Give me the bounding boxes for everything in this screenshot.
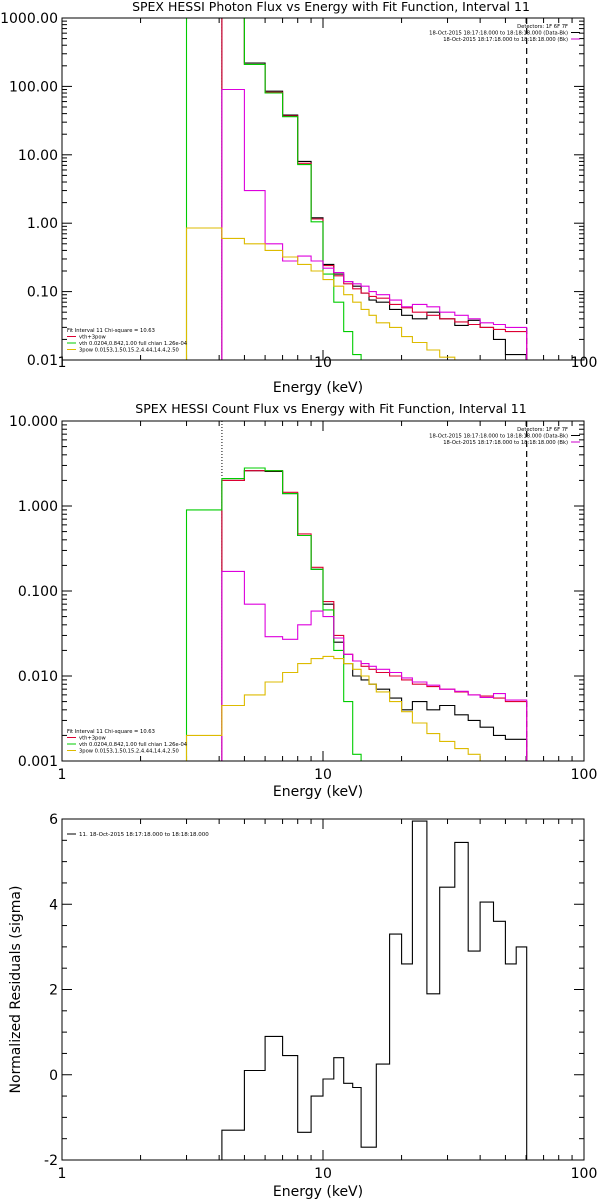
series-line-1 — [221, 18, 528, 360]
info-line: 18-Oct-2015 18:17:18.000 to 18:18:18.000… — [443, 440, 568, 446]
x-tick-label: 1 — [58, 767, 67, 783]
x-ticks — [61, 18, 573, 360]
x-ticks — [61, 421, 573, 761]
y-tick-label: 0.100 — [18, 584, 58, 600]
legend-label: 3pow 0.0153,1.50,15.2,4.44,14.4,2.50 — [79, 749, 179, 755]
residuals-panel: 1 10 100 -2 0 2 4 6 Energy (keV) Normalized Resid… — [8, 812, 597, 1200]
legend-label: 3pow 0.0153,1.50,15.2,4.44,14.4,2.50 — [79, 348, 179, 354]
y-tick-label: 100.00 — [9, 79, 58, 95]
x-ticks — [61, 819, 573, 1160]
series-line-1 — [221, 470, 528, 761]
plot-frame — [61, 818, 585, 1161]
series-line-4 — [185, 227, 456, 360]
series-line-0 — [221, 470, 528, 761]
series-line-0 — [221, 18, 528, 360]
x-axis-label: Energy (keV) — [273, 380, 363, 396]
info-line: 18-Oct-2015 18:17:18.000 to 18:18:18.000… — [429, 31, 568, 37]
series-group — [185, 467, 528, 761]
x-tick-label: 100 — [571, 355, 598, 371]
chart-title: SPEX HESSI Count Flux vs Energy with Fit… — [135, 401, 526, 416]
legend-label: 11. 18-Oct-2015 18:17:18.000 to 18:18:18… — [79, 832, 209, 838]
y-tick-label: 6 — [49, 812, 58, 828]
x-tick-label: 1 — [58, 1166, 67, 1182]
y-tick-label: -2 — [44, 1153, 58, 1169]
series-line-0 — [221, 820, 528, 1160]
y-tick-label: 0.10 — [27, 285, 58, 301]
y-tick-label: 4 — [49, 897, 58, 913]
plot-frame — [61, 17, 585, 361]
series-line-3 — [221, 88, 528, 360]
x-tick-label: 100 — [571, 767, 598, 783]
y-tick-label: 0.001 — [18, 754, 58, 770]
info-line: 18-Oct-2015 18:17:18.000 to 18:18:18.000… — [429, 434, 568, 440]
y-tick-label: 0.010 — [18, 669, 58, 685]
y-tick-label: 1.000 — [18, 499, 58, 515]
legend-label: vth+3pow — [79, 335, 107, 341]
plot-frame — [61, 420, 585, 762]
y-tick-label: 1.00 — [27, 216, 58, 232]
series-group — [221, 820, 528, 1160]
legend-label: Fit Interval 11 Chi-square = 10.63 — [67, 729, 155, 735]
photon-flux-panel: SPEX HESSI Photon Flux vs Energy with Fi… — [0, 0, 598, 396]
x-tick-label: 100 — [571, 1166, 598, 1182]
legend-label: Fit Interval 11 Chi-square = 10.63 — [67, 328, 155, 334]
y-ticks — [62, 818, 584, 1161]
y-ticks — [62, 20, 584, 361]
series-line-2 — [185, 18, 362, 360]
y-tick-label: 2 — [49, 983, 58, 999]
y-tick-label: 1000.00 — [0, 11, 58, 27]
x-tick-label: 10 — [314, 1166, 332, 1182]
series-line-2 — [185, 467, 362, 761]
y-axis-label: Normalized Residuals (sigma) — [8, 886, 24, 1094]
chart-title: SPEX HESSI Photon Flux vs Energy with Fi… — [132, 0, 530, 14]
series-line-4 — [185, 655, 481, 761]
x-tick-label: 10 — [314, 767, 332, 783]
series-line-3 — [221, 570, 528, 761]
y-tick-label: 10.00 — [18, 148, 58, 164]
y-tick-label: 0.01 — [27, 353, 58, 369]
x-tick-label: 1 — [58, 355, 67, 371]
y-tick-label: 10.000 — [9, 414, 58, 430]
legend-label: vth 0.0204,0.842,1.00 full chian 1.26e-0… — [79, 341, 188, 347]
x-axis-label: Energy (keV) — [273, 1184, 363, 1200]
legend-label: vth 0.0204,0.842,1.00 full chian 1.26e-0… — [79, 742, 188, 748]
info-line: 18-Oct-2015 18:17:18.000 to 18:18:18.000… — [443, 37, 568, 43]
count-flux-panel: SPEX HESSI Count Flux vs Energy with Fit… — [9, 401, 598, 800]
x-axis-label: Energy (keV) — [273, 784, 363, 800]
info-line: Detectors: 1F 6F 7F — [517, 24, 568, 30]
x-tick-label: 10 — [314, 355, 332, 371]
series-group — [185, 18, 528, 360]
info-line: Detectors: 1F 6F 7F — [517, 427, 568, 433]
legend-label: vth+3pow — [79, 736, 107, 742]
y-tick-label: 0 — [49, 1068, 58, 1084]
